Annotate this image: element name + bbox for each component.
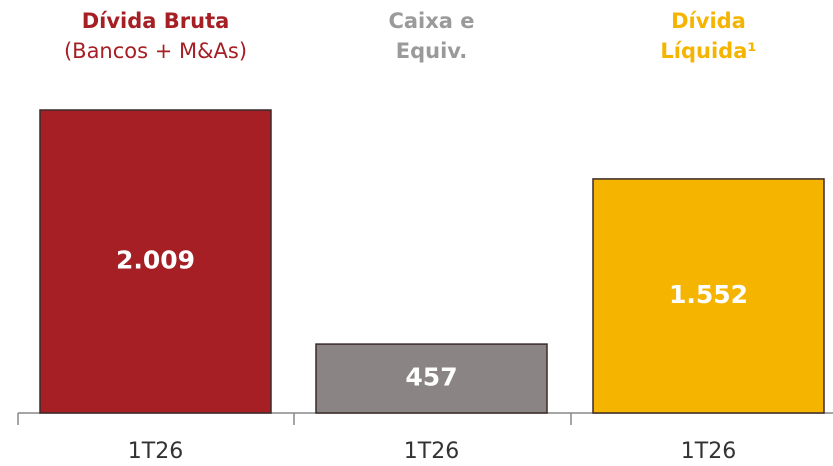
value-label: 2.009 <box>116 246 195 275</box>
x-tick-label: 1T26 <box>681 439 736 464</box>
x-tick-label: 1T26 <box>128 439 183 464</box>
bar <box>39 109 272 414</box>
bar-header: Caixa e <box>388 9 474 33</box>
bar-header: Equiv. <box>396 39 467 63</box>
bar-header: Dívida Bruta <box>82 9 230 33</box>
bar-header: Líquida¹ <box>660 39 756 63</box>
bar-header: (Bancos + M&As) <box>64 39 247 63</box>
x-tick-label: 1T26 <box>404 439 459 464</box>
bar <box>592 178 825 414</box>
value-label: 457 <box>405 363 457 392</box>
bar-header: Dívida <box>671 9 746 33</box>
value-label: 1.552 <box>669 280 748 309</box>
bar <box>315 343 548 414</box>
